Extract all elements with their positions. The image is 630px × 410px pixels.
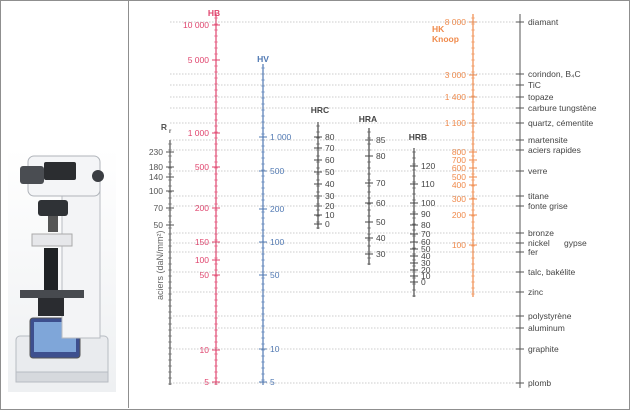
hb-tick-label: 10 000 [183, 20, 209, 30]
hb-tick-label: 5 000 [188, 55, 210, 65]
material-label: aluminum [528, 323, 565, 333]
hrb-tick-label: 20 [421, 265, 431, 275]
rr-tick-label: 230 [149, 147, 163, 157]
hrb-tick-label: 0 [421, 277, 426, 287]
material-label: nickel [528, 238, 550, 248]
material-label: fer [528, 247, 538, 257]
material-label: verre [528, 166, 548, 176]
material-label: martensite [528, 135, 568, 145]
hrb-tick-label: 40 [421, 251, 431, 261]
material-label: gypse [564, 238, 587, 248]
hra-tick-label: 70 [376, 178, 386, 188]
hb-tick-label: 10 [200, 345, 210, 355]
material-label: titane [528, 191, 549, 201]
steel-axis-label: aciers (daN/mm²) [155, 230, 165, 300]
panel-divider [128, 0, 129, 408]
hb-scale-title: HB [208, 8, 220, 18]
hrc-tick-label: 10 [325, 210, 335, 220]
rr-tick-label: 140 [149, 172, 163, 182]
hk-tick-label: 400 [452, 180, 466, 190]
hrb-tick-label: 110 [421, 179, 435, 189]
hb-tick-label: 1 000 [188, 128, 210, 138]
hk-tick-label: 800 [452, 147, 466, 157]
hv-tick-label: 5 [270, 377, 275, 387]
hk-tick-label: 700 [452, 155, 466, 165]
hk-scale-title: HK [432, 24, 445, 34]
material-label: talc, bakélite [528, 267, 576, 277]
hrc-tick-label: 50 [325, 167, 335, 177]
hk-tick-label: 3 000 [445, 70, 467, 80]
rr-tick-label: 70 [154, 203, 164, 213]
material-label: corindon, B₄C [528, 69, 581, 79]
material-label: graphite [528, 344, 559, 354]
hk-tick-label: 200 [452, 210, 466, 220]
hra-tick-label: 50 [376, 217, 386, 227]
hrb-tick-label: 80 [421, 220, 431, 230]
rr-tick-label: 180 [149, 162, 163, 172]
hv-scale-title: HV [257, 54, 269, 64]
hrc-tick-label: 80 [325, 132, 335, 142]
scale-hb: HB 10 000 5 000 1 000 500 200 150 100 50 10 5 [183, 8, 220, 387]
hv-tick-label: 500 [270, 166, 284, 176]
hrb-tick-label: 60 [421, 237, 431, 247]
hra-tick-label: 40 [376, 233, 386, 243]
hk-tick-label: 500 [452, 172, 466, 182]
material-label: carbure tungstène [528, 103, 597, 113]
hrc-scale-title: HRC [311, 105, 329, 115]
hrb-tick-label: 70 [421, 229, 431, 239]
hv-tick-label: 100 [270, 237, 284, 247]
material-label: polystyrène [528, 311, 572, 321]
material-label: aciers rapides [528, 145, 581, 155]
hb-tick-label: 5 [204, 377, 209, 387]
material-label: zinc [528, 287, 544, 297]
hrb-tick-label: 120 [421, 161, 435, 171]
hb-tick-label: 500 [195, 162, 209, 172]
rr-tick-label: 50 [154, 220, 164, 230]
hv-tick-label: 10 [270, 344, 280, 354]
hk-scale-subtitle: Knoop [432, 34, 459, 44]
hv-tick-label: 200 [270, 204, 284, 214]
hrc-tick-label: 0 [325, 219, 330, 229]
hv-tick-label: 1 000 [270, 132, 292, 142]
material-label: TiC [528, 80, 541, 90]
hb-tick-label: 200 [195, 203, 209, 213]
hrc-tick-label: 70 [325, 143, 335, 153]
material-label: topaze [528, 92, 554, 102]
hra-tick-label: 80 [376, 151, 386, 161]
hrb-tick-label: 90 [421, 209, 431, 219]
hk-tick-label: 600 [452, 163, 466, 173]
hra-scale-title: HRA [359, 114, 377, 124]
rr-scale-title: R [161, 122, 167, 132]
hra-tick-label: 60 [376, 198, 386, 208]
material-label: plomb [528, 378, 551, 388]
material-label: diamant [528, 17, 559, 27]
hk-tick-label: 100 [452, 240, 466, 250]
hrb-scale-title: HRB [409, 132, 427, 142]
hrb-tick-label: 10 [421, 271, 431, 281]
material-label: bronze [528, 228, 554, 238]
rr-scale-subscript: r [169, 129, 172, 135]
hk-tick-label: 300 [452, 194, 466, 204]
hb-tick-label: 150 [195, 237, 209, 247]
hb-tick-label: 50 [200, 270, 210, 280]
hrb-tick-label: 30 [421, 258, 431, 268]
hb-tick-label: 100 [195, 255, 209, 265]
rr-tick-label: 100 [149, 186, 163, 196]
hrc-tick-label: 40 [325, 179, 335, 189]
hardness-tester-photo [8, 148, 116, 392]
scale-hv: HV 1 000 500 200 100 50 10 5 [257, 54, 291, 387]
hardness-tester-illustration [15, 155, 109, 383]
hrc-tick-label: 60 [325, 155, 335, 165]
hrb-tick-label: 100 [421, 198, 435, 208]
hra-tick-label: 30 [376, 249, 386, 259]
hv-tick-label: 50 [270, 270, 280, 280]
hrb-tick-label: 50 [421, 244, 431, 254]
material-label: quartz, cémentite [528, 118, 593, 128]
material-label: fonte grise [528, 201, 568, 211]
